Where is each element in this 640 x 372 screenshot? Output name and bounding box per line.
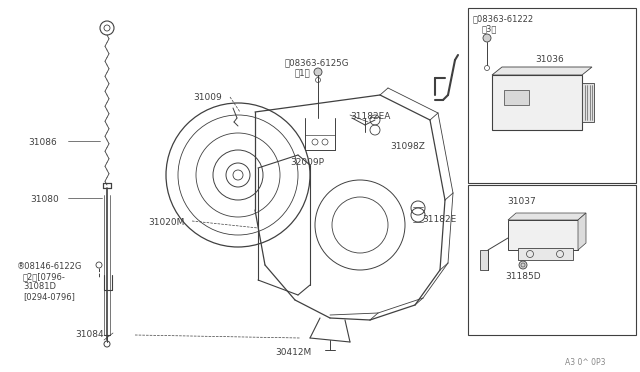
Bar bbox=[504, 90, 529, 105]
Text: 31080: 31080 bbox=[30, 195, 59, 204]
Text: 31182E: 31182E bbox=[422, 215, 456, 224]
Text: 31020M: 31020M bbox=[148, 218, 184, 227]
Text: 30412M: 30412M bbox=[275, 348, 311, 357]
Bar bbox=[468, 8, 636, 183]
Text: Ⓜ08363-61222: Ⓜ08363-61222 bbox=[473, 14, 534, 23]
Text: 31086: 31086 bbox=[28, 138, 57, 147]
Text: 31037: 31037 bbox=[508, 197, 536, 206]
Bar bbox=[582, 83, 594, 122]
Circle shape bbox=[483, 34, 491, 42]
Polygon shape bbox=[578, 213, 586, 250]
Polygon shape bbox=[508, 213, 586, 220]
Text: 31081D: 31081D bbox=[23, 282, 56, 291]
Text: 31098Z: 31098Z bbox=[390, 142, 425, 151]
Text: 31185D: 31185D bbox=[505, 272, 541, 281]
Text: （1）: （1） bbox=[295, 68, 311, 77]
Text: （2）[0796-: （2）[0796- bbox=[23, 272, 66, 281]
Text: 31182EA: 31182EA bbox=[350, 112, 390, 121]
Text: ®08146-6122G: ®08146-6122G bbox=[17, 262, 83, 271]
Circle shape bbox=[519, 261, 527, 269]
Text: 31084: 31084 bbox=[75, 330, 104, 339]
Text: 32009P: 32009P bbox=[290, 158, 324, 167]
Bar bbox=[468, 185, 636, 335]
Text: A3 0^ 0P3: A3 0^ 0P3 bbox=[565, 358, 605, 367]
Text: Ⓜ08363-6125G: Ⓜ08363-6125G bbox=[285, 58, 349, 67]
Text: 31009: 31009 bbox=[193, 93, 221, 102]
Bar bbox=[480, 250, 488, 270]
Text: （3）: （3） bbox=[482, 24, 497, 33]
Text: [0294-0796]: [0294-0796] bbox=[23, 292, 75, 301]
Circle shape bbox=[314, 68, 322, 76]
Polygon shape bbox=[492, 67, 592, 75]
Bar bbox=[518, 248, 573, 260]
Bar bbox=[508, 220, 578, 250]
Bar bbox=[492, 75, 582, 130]
Text: 31036: 31036 bbox=[535, 55, 564, 64]
